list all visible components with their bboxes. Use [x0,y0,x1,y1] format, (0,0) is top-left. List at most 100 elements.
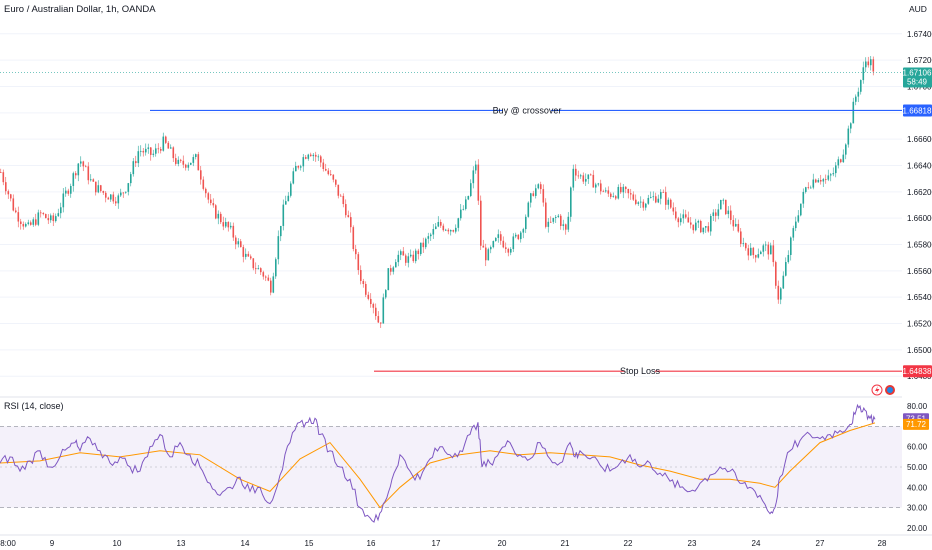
candle-body[interactable] [300,166,302,168]
candle-body[interactable] [385,290,387,298]
candle-body[interactable] [470,183,472,196]
candle-body[interactable] [745,243,747,249]
candle-body[interactable] [692,224,695,231]
candle-body[interactable] [682,214,685,219]
candle-body[interactable] [872,59,875,72]
candle-body[interactable] [740,231,742,244]
candle-body[interactable] [395,262,397,268]
candle-body[interactable] [35,219,37,225]
candle-body[interactable] [780,288,782,300]
candle-body[interactable] [792,228,795,238]
candle-body[interactable] [317,156,320,158]
candle-body[interactable] [180,159,182,161]
candle-body[interactable] [517,234,520,240]
candle-body[interactable] [830,174,832,176]
candle-body[interactable] [452,230,455,232]
candle-body[interactable] [455,227,457,232]
candle-body[interactable] [747,248,750,256]
candle-body[interactable] [25,224,27,227]
candle-body[interactable] [835,165,837,174]
candle-body[interactable] [397,254,400,263]
candle-body[interactable] [277,236,280,260]
candle-body[interactable] [192,157,195,163]
candle-body[interactable] [160,149,162,151]
candle-body[interactable] [667,199,670,205]
candle-body[interactable] [617,186,620,199]
candle-body[interactable] [622,186,625,193]
candle-body[interactable] [732,219,735,227]
candle-body[interactable] [767,244,770,255]
candle-body[interactable] [342,195,345,205]
candle-body[interactable] [357,254,360,271]
candle-body[interactable] [117,195,120,204]
candle-body[interactable] [475,164,477,171]
candle-body[interactable] [240,241,242,248]
candle-body[interactable] [755,255,757,258]
candle-body[interactable] [787,254,790,263]
candle-body[interactable] [82,161,85,167]
candle-body[interactable] [380,322,382,324]
candle-body[interactable] [252,258,255,269]
candle-body[interactable] [422,242,425,248]
candle-body[interactable] [415,250,417,262]
candle-body[interactable] [365,283,367,295]
candle-body[interactable] [715,212,717,216]
candle-body[interactable] [675,211,677,219]
candle-body[interactable] [850,123,852,129]
candle-body[interactable] [505,247,507,249]
candle-body[interactable] [315,154,317,157]
candle-body[interactable] [260,268,262,273]
candle-body[interactable] [122,192,125,194]
candle-body[interactable] [155,148,157,154]
candle-body[interactable] [585,179,587,182]
candle-body[interactable] [777,285,780,300]
candle-body[interactable] [65,190,67,194]
candle-body[interactable] [410,254,412,257]
candle-body[interactable] [270,280,272,293]
candle-body[interactable] [812,179,815,188]
candle-body[interactable] [150,147,152,155]
candle-body[interactable] [547,221,550,227]
candle-body[interactable] [540,184,542,190]
candle-body[interactable] [372,304,375,308]
candle-body[interactable] [660,192,662,199]
candle-body[interactable] [567,216,570,230]
candle-body[interactable] [60,207,62,214]
alert-bolt-icon[interactable] [871,384,883,396]
candle-body[interactable] [12,198,15,211]
candle-body[interactable] [352,227,355,250]
candle-body[interactable] [647,197,650,204]
candle-body[interactable] [392,267,395,272]
candle-body[interactable] [112,194,115,202]
candle-body[interactable] [615,196,617,199]
candle-body[interactable] [325,169,327,171]
candle-body[interactable] [435,226,437,230]
candle-body[interactable] [480,200,482,246]
candle-body[interactable] [287,195,290,202]
candle-body[interactable] [147,147,150,149]
candle-body[interactable] [442,225,445,231]
candle-body[interactable] [842,154,845,163]
candle-body[interactable] [457,218,460,228]
candle-body[interactable] [817,179,820,183]
candle-body[interactable] [355,249,357,255]
candle-body[interactable] [607,190,610,194]
candle-body[interactable] [210,199,212,204]
candle-body[interactable] [432,229,435,235]
candle-body[interactable] [472,170,475,184]
candle-body[interactable] [90,179,92,181]
candle-body[interactable] [655,196,657,203]
candle-body[interactable] [510,249,512,253]
candle-body[interactable] [72,173,75,186]
candle-body[interactable] [247,253,250,257]
candle-body[interactable] [725,199,727,215]
candle-body[interactable] [697,220,700,223]
candle-body[interactable] [467,195,470,200]
candle-body[interactable] [37,212,40,225]
candle-body[interactable] [685,214,687,218]
candle-body[interactable] [665,192,667,205]
candle-body[interactable] [152,153,155,155]
candle-body[interactable] [527,202,530,217]
candle-body[interactable] [445,229,447,231]
candle-body[interactable] [62,193,65,208]
